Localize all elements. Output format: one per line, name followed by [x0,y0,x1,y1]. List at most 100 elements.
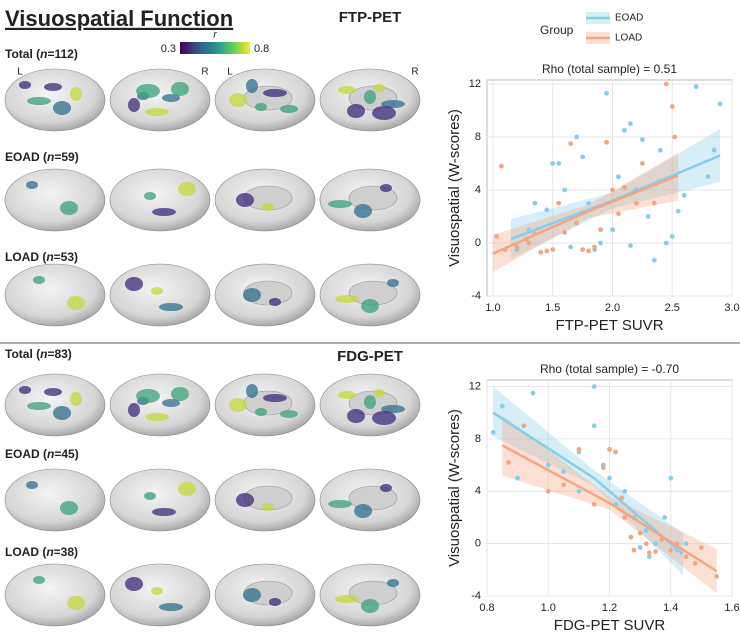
data-point [591,501,597,507]
data-point [586,248,591,254]
activation [243,288,261,302]
data-point [538,249,544,255]
data-point [692,560,698,566]
legend-label: LOAD [615,33,642,44]
activation [387,279,399,287]
data-point [514,244,520,250]
x-tick-label: 1.2 [602,602,617,614]
colorbar-min: 0.3 [161,43,176,55]
group-label-part: =53) [54,250,78,264]
group-label-part: =59) [54,150,78,164]
group-label-part: n [47,447,54,461]
activation [162,94,180,102]
data-point [561,482,566,488]
data-point [562,187,568,193]
activation [159,603,183,611]
data-point [598,240,603,246]
data-point [714,573,720,579]
brain [4,168,106,232]
activation [354,204,372,218]
activation [27,402,51,410]
activation [280,410,298,418]
activation [19,81,31,89]
activation [269,298,281,306]
x-tick-label: 3.0 [724,302,739,314]
data-point [586,200,591,206]
activation [373,389,385,397]
data-point [683,554,689,560]
activation [236,193,254,207]
activation [354,504,372,518]
data-point [628,243,633,249]
activation [364,90,376,104]
group-label-part: EOAD ( [5,447,47,461]
data-point [498,163,504,169]
data-point [622,127,627,133]
activation [144,492,156,500]
y-axis-label: Visuospatial (W-scores) [446,409,463,567]
activation [280,105,298,113]
activation [151,587,163,595]
data-point [669,233,675,239]
activation [255,408,267,416]
group-label-part: EOAD ( [5,150,47,164]
fit-line [501,444,718,573]
legend-label: EOAD [615,13,643,24]
activation [145,108,169,116]
activation [381,405,405,413]
fit-line [492,174,679,255]
y-tick-label: 0 [475,237,481,249]
data-point [675,208,681,214]
data-point [515,475,521,481]
data-point [698,545,704,550]
data-point [591,384,597,389]
data-point [610,187,615,193]
activation [152,208,176,216]
data-point [645,214,651,219]
data-point [494,233,499,239]
data-point [591,423,597,429]
data-point [637,530,643,536]
activation [70,392,82,406]
data-point [576,488,582,494]
x-tick-label: 0.8 [479,602,494,614]
group-label: EOAD (n=45) [5,447,79,461]
data-point [693,84,699,90]
activation [347,104,365,118]
y-tick-label: -4 [471,290,481,302]
data-point [556,200,562,206]
data-point [657,147,663,153]
y-tick-label: -4 [471,590,481,602]
activation [136,389,160,403]
data-point [544,207,550,213]
x-axis-label: FDG-PET SUVR [554,617,666,634]
activation [60,501,78,515]
group-label-part: LOAD ( [5,545,46,559]
data-point [545,462,551,468]
chart-title: Rho (total sample) = 0.51 [542,62,677,76]
activation [255,103,267,111]
data-point [574,134,580,140]
data-point [607,446,612,452]
confidence-band [510,129,721,259]
brain [4,68,106,132]
brain [4,468,106,532]
data-point [580,247,586,253]
data-point [598,227,603,233]
data-point [717,101,723,107]
activation [335,595,359,603]
data-point [662,515,668,520]
activation [372,106,396,120]
y-axis-label: Visuospatial (W-scores) [446,109,463,267]
group-label-part: =112) [47,47,77,61]
data-point [683,541,689,547]
x-tick-label: 2.5 [665,302,680,314]
x-tick-label: 1.5 [545,302,560,314]
activation [338,86,356,94]
activation [67,296,85,310]
section-label: FDG-PET [337,348,403,365]
activation [26,181,38,189]
activation [338,391,356,399]
